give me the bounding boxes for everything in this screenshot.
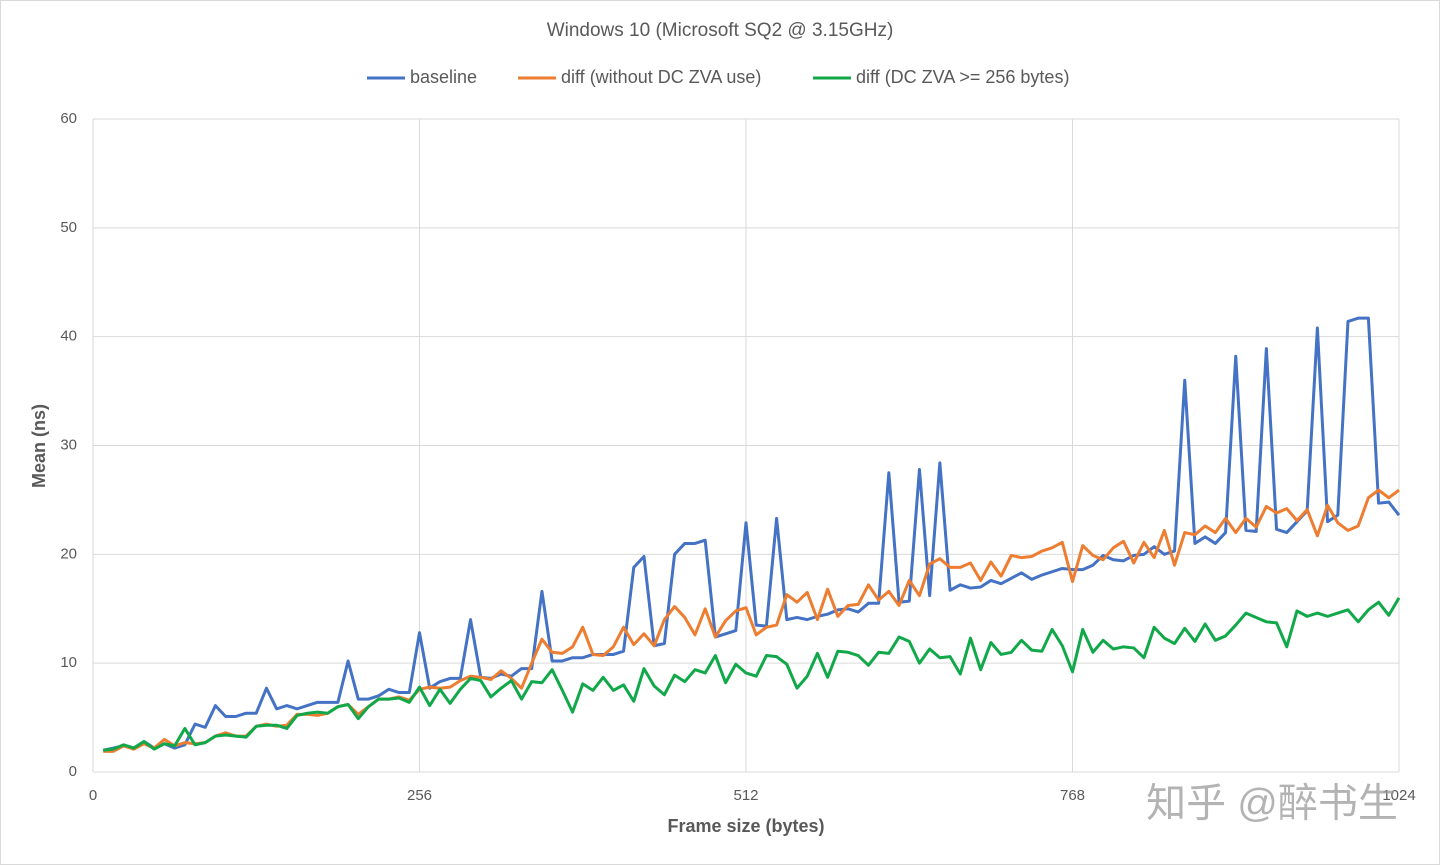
chart-title: Windows 10 (Microsoft SQ2 @ 3.15GHz) — [547, 20, 894, 41]
x-tick-label: 1024 — [1382, 787, 1415, 804]
series-line — [103, 597, 1401, 752]
watermark: 知乎 @醉书生 — [1146, 782, 1398, 826]
grid: 0 10 20 30 40 50 60 0 256 512 768 1024 — [60, 110, 1415, 804]
legend-label: diff (DC ZVA >= 256 bytes) — [856, 67, 1069, 87]
y-axis-title: Mean (ns) — [29, 404, 49, 488]
y-tick-label: 20 — [60, 545, 77, 562]
plot — [102, 316, 1401, 753]
legend-label: diff (without DC ZVA use) — [561, 67, 761, 87]
x-tick-label: 0 — [89, 787, 97, 804]
y-tick-label: 10 — [60, 654, 77, 671]
legend: baseline diff (without DC ZVA use) diff (D… — [367, 67, 1069, 87]
y-tick-label: 0 — [69, 763, 77, 780]
y-tick-label: 50 — [60, 219, 77, 236]
y-tick-label: 40 — [60, 328, 77, 345]
x-tick-label: 256 — [407, 787, 432, 804]
x-tick-label: 512 — [733, 787, 758, 804]
y-tick-label: 30 — [60, 436, 77, 453]
y-tick-label: 60 — [60, 110, 77, 127]
x-tick-label: 768 — [1060, 787, 1085, 804]
series-line — [102, 316, 1401, 752]
x-axis-title: Frame size (bytes) — [667, 816, 824, 836]
series-line — [103, 488, 1400, 753]
legend-label: baseline — [410, 67, 477, 87]
